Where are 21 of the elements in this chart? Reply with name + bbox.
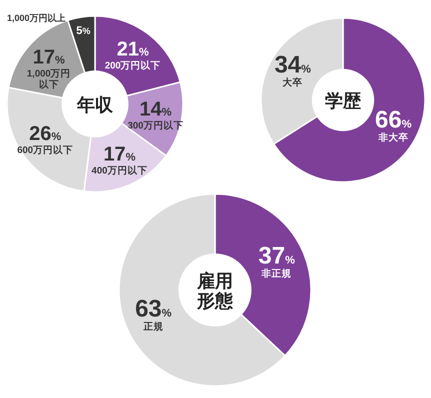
slice-label: 非大卒 <box>377 132 408 144</box>
data-label: 63% <box>135 296 172 323</box>
slice-label: 正規 <box>142 320 164 333</box>
slice-label: 1,000万円以下 <box>26 68 71 90</box>
slice-label: 大卒 <box>282 76 303 88</box>
data-label: 34% <box>274 51 312 78</box>
data-label: 26% <box>29 123 62 146</box>
data-label: 21% <box>116 38 149 60</box>
data-label: 5% <box>76 25 90 38</box>
slice-label: 600万円以下 <box>17 144 74 156</box>
slice-label: 非正規 <box>260 267 292 280</box>
text: 年収 <box>76 95 114 115</box>
slice-label: 1,000万円以上 <box>7 13 66 23</box>
text: 学歴 <box>325 91 361 111</box>
slice-label: 200万円以下 <box>104 59 161 72</box>
data-label: 17% <box>32 46 66 68</box>
text: 雇用形態 <box>196 271 234 311</box>
data-label: 14% <box>139 98 172 121</box>
data-label: 37% <box>258 242 296 270</box>
slice-label: 400万円以下 <box>92 164 148 177</box>
data-label: 17% <box>103 144 136 166</box>
